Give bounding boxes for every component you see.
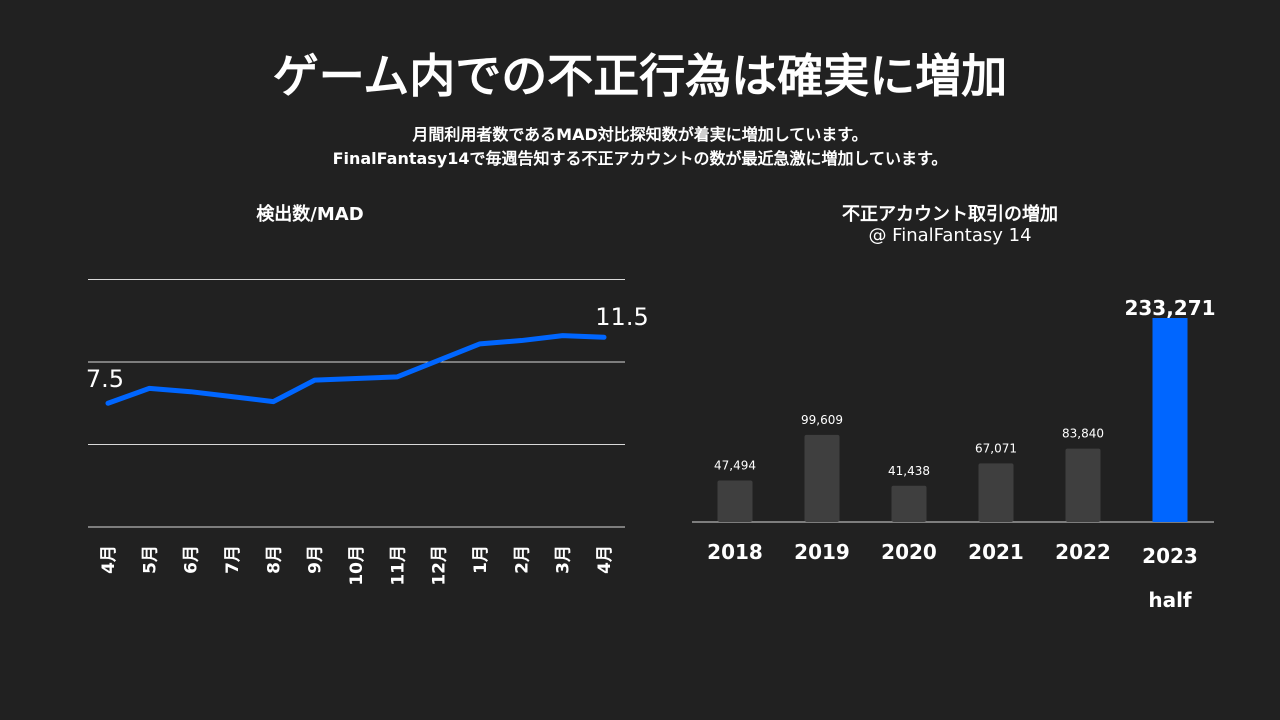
bar-value-label: 99,609 xyxy=(801,413,843,427)
x-tick-label: 3月 xyxy=(554,545,574,574)
x-tick-label: 4月 xyxy=(595,545,615,574)
x-category-label: 2022 xyxy=(1055,540,1111,564)
x-tick-label: 6月 xyxy=(182,545,202,574)
bar-value-label: 83,840 xyxy=(1062,427,1104,441)
x-category-label: 2020 xyxy=(881,540,937,564)
x-category-label: half xyxy=(1148,588,1192,612)
subtitle-line-1: 月間利用者数であるMAD対比探知数が着実に増加しています。 xyxy=(412,125,868,144)
x-tick-label: 5月 xyxy=(140,545,160,574)
page-title: ゲーム内での不正行為は確実に増加 xyxy=(272,49,1008,103)
x-tick-label: 7月 xyxy=(223,545,243,574)
data-label-first: 7.5 xyxy=(86,365,124,393)
x-category-label: 2021 xyxy=(968,540,1024,564)
x-tick-label: 12月 xyxy=(430,545,450,586)
bar xyxy=(1065,448,1101,522)
bar xyxy=(891,485,927,522)
x-tick-label: 8月 xyxy=(264,545,284,574)
bar xyxy=(717,480,753,522)
bar-value-label: 41,438 xyxy=(888,464,930,478)
bar-value-label: 67,071 xyxy=(975,441,1017,455)
data-label-last: 11.5 xyxy=(595,303,648,331)
subtitle-line-2: FinalFantasy14で毎週告知する不正アカウントの数が最近急激に増加して… xyxy=(332,149,948,168)
line-chart-title: 検出数/MAD xyxy=(256,204,364,225)
x-category-label: 2019 xyxy=(794,540,850,564)
x-tick-label: 2月 xyxy=(512,545,532,574)
x-tick-label: 11月 xyxy=(388,545,408,586)
x-category-label: 2018 xyxy=(707,540,763,564)
series-line xyxy=(105,333,607,406)
bar-value-label: 233,271 xyxy=(1124,296,1215,320)
x-tick-label: 1月 xyxy=(471,545,491,574)
bar-chart-subtitle: @ FinalFantasy 14 xyxy=(868,225,1032,246)
x-tick-label: 9月 xyxy=(306,545,326,574)
x-category-label: 2023 xyxy=(1142,544,1198,568)
bar-value-label: 47,494 xyxy=(714,458,756,472)
bar xyxy=(978,463,1014,522)
bar-chart-title: 不正アカウント取引の増加 xyxy=(842,204,1058,225)
bar xyxy=(1152,318,1188,522)
x-tick-label: 4月 xyxy=(99,545,119,574)
bar xyxy=(804,434,840,522)
x-tick-label: 10月 xyxy=(347,545,367,586)
